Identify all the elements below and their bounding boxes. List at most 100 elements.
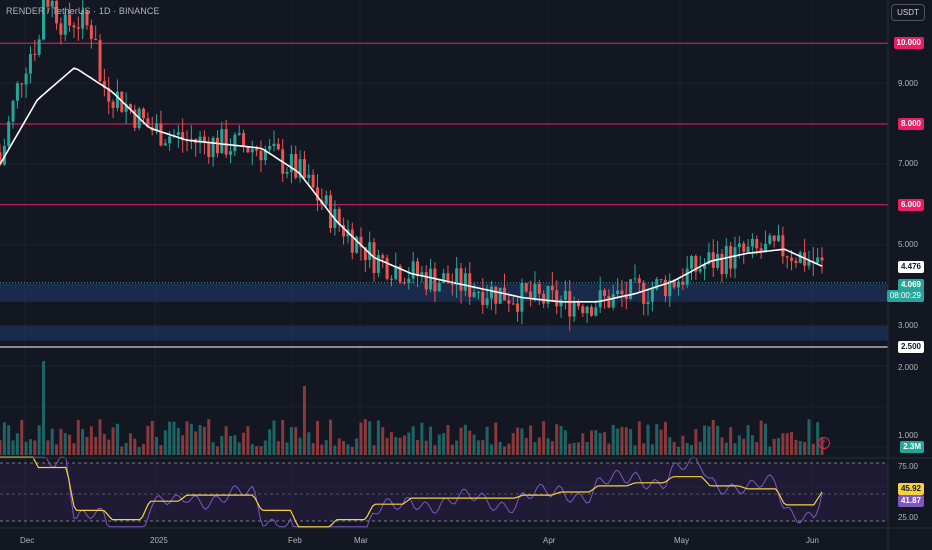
candle-body [115, 91, 119, 109]
candle-body [568, 290, 572, 317]
candle-body [616, 290, 620, 294]
candle-body [81, 10, 85, 29]
volume-bar [168, 421, 172, 455]
time-tick: Jun [806, 536, 819, 545]
rsi-line [0, 456, 823, 528]
volume-bar [402, 435, 406, 455]
volume-bar [568, 443, 572, 455]
volume-bar [224, 426, 228, 455]
volume-bar [211, 442, 215, 455]
candle-body [516, 303, 520, 312]
volume-bar [472, 434, 476, 455]
volume-bar [59, 428, 63, 455]
volume-bar [207, 419, 211, 455]
candle-body [724, 246, 728, 275]
volume-bar [389, 432, 393, 455]
price-tick: 7.000 [897, 159, 918, 168]
candle-body [511, 303, 515, 305]
volume-bar [711, 419, 715, 455]
volume-bar [763, 423, 767, 455]
candle-body [407, 278, 411, 284]
candle-body [720, 253, 724, 275]
price-tick: 5.000 [897, 240, 918, 249]
volume-bar [63, 433, 67, 455]
candle-body [481, 291, 485, 306]
candle-body [746, 246, 750, 252]
volume-bar [811, 443, 815, 455]
candle-body [524, 282, 528, 292]
candle-body [772, 235, 776, 241]
volume-bar [494, 422, 498, 455]
volume-bar [585, 442, 589, 455]
candle-body [585, 306, 589, 314]
candle-body [642, 283, 646, 304]
volume-bar [55, 444, 59, 455]
volume-bar [572, 442, 576, 455]
rsi-tick: 75.00 [897, 462, 918, 471]
currency-button[interactable]: USDT [891, 4, 925, 21]
candle-body [790, 257, 794, 261]
volume-bar [381, 427, 385, 455]
volume-bar [559, 425, 563, 455]
volume-bar [742, 438, 746, 455]
candle-body [207, 141, 211, 158]
candle-body [211, 137, 215, 158]
volume-bar [555, 424, 559, 455]
volume-bar [685, 442, 689, 455]
volume-bar [694, 429, 698, 455]
candle-body [298, 159, 302, 178]
candle-body [94, 38, 98, 41]
volume-bar [268, 429, 272, 455]
candle-body [24, 73, 28, 85]
volume-bar [246, 426, 250, 455]
time-tick: May [674, 536, 690, 545]
candle-body [707, 252, 711, 264]
volume-bar [611, 424, 615, 455]
volume-bar [307, 432, 311, 455]
candle-body [181, 132, 185, 141]
candle-body [133, 109, 137, 128]
volume-bar [659, 429, 663, 455]
volume-bar [46, 440, 50, 455]
volume-bar [163, 430, 167, 455]
volume-bar [120, 446, 124, 455]
volume-bar [15, 433, 19, 455]
candle-body [459, 268, 463, 291]
volume-bar [285, 442, 289, 455]
volume-bar [85, 436, 89, 455]
volume-bar [633, 445, 637, 455]
candle-body [411, 261, 415, 279]
volume-bar [803, 442, 807, 455]
level-tag-8: 8.000 [897, 118, 924, 130]
flash-icon[interactable]: ⚡ [818, 437, 830, 449]
candle-body [46, 0, 50, 7]
volume-bar [33, 440, 37, 455]
volume-bar [455, 440, 459, 455]
volume-bar [76, 419, 80, 455]
volume-bar [368, 421, 372, 455]
candle-body [168, 136, 172, 144]
volume-bar [650, 444, 654, 455]
volume-bar [142, 443, 146, 455]
volume-bar [733, 443, 737, 455]
candle-body [529, 291, 533, 299]
volume-bar [816, 422, 820, 455]
candle-body [437, 282, 441, 292]
candle-body [429, 268, 433, 290]
volume-bar [68, 434, 72, 455]
volume-bar [755, 442, 759, 455]
volume-bar [416, 439, 420, 455]
price-tick: 1.000 [897, 431, 918, 440]
candle-body [676, 281, 680, 288]
volume-bar [37, 425, 41, 455]
volume-bar [333, 445, 337, 455]
volume-bar [668, 437, 672, 455]
candle-body [72, 25, 76, 28]
last-price-tag: 4.069 [897, 279, 924, 291]
volume-bar [359, 422, 363, 455]
candle-body [389, 278, 393, 280]
volume-bar [311, 443, 315, 455]
volume-bar [176, 428, 180, 455]
candle-body [777, 235, 781, 241]
